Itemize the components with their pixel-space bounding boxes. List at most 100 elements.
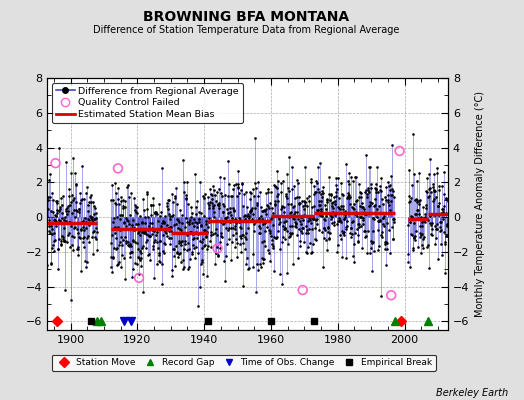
Point [331, 189, 340, 195]
Point [48, 231, 56, 237]
Point [364, 187, 372, 193]
Point [70, 207, 78, 214]
Point [319, 190, 327, 196]
Point [148, 230, 156, 237]
Point [353, 226, 361, 232]
Point [203, 243, 212, 250]
Point [385, 183, 393, 190]
Point [415, 170, 423, 176]
Point [274, 178, 282, 184]
Point [292, 220, 300, 226]
Point [307, 220, 315, 227]
Point [249, 186, 257, 192]
Point [53, 200, 61, 207]
Point [326, 211, 334, 217]
Point [200, 226, 209, 233]
Point [430, 171, 438, 177]
Point [238, 232, 246, 238]
Point [294, 199, 303, 206]
Point [185, 221, 193, 227]
Point [59, 234, 67, 240]
Point [329, 208, 337, 215]
Point [212, 226, 220, 232]
Point [311, 224, 320, 231]
Point [312, 178, 320, 185]
Point [327, 191, 335, 198]
Point [205, 219, 213, 226]
Point [46, 261, 54, 268]
Point [46, 171, 54, 177]
Point [432, 194, 441, 200]
Point [80, 227, 88, 234]
Point [415, 211, 423, 217]
Point [159, 249, 168, 256]
Point [51, 160, 60, 166]
Point [309, 191, 318, 197]
Point [180, 245, 189, 252]
Point [310, 183, 318, 189]
Point [375, 243, 383, 249]
Point [235, 218, 243, 225]
Point [289, 261, 297, 268]
Point [70, 234, 79, 240]
Point [336, 232, 344, 238]
Point [198, 259, 206, 266]
Point [140, 220, 149, 226]
Point [127, 249, 136, 255]
Point [285, 214, 293, 220]
Point [422, 189, 431, 196]
Point [337, 236, 346, 242]
Point [284, 241, 292, 247]
Point [379, 215, 387, 222]
Point [426, 220, 434, 226]
Point [361, 211, 369, 217]
Point [411, 228, 420, 235]
Point [182, 194, 190, 201]
Point [56, 204, 64, 210]
Point [300, 198, 308, 204]
Point [320, 224, 328, 231]
Point [59, 236, 68, 242]
Point [187, 204, 195, 210]
Point [354, 221, 363, 227]
Point [374, 218, 383, 224]
Point [44, 196, 52, 203]
Point [296, 237, 304, 244]
Point [147, 226, 156, 233]
Point [182, 219, 191, 225]
Point [232, 236, 240, 242]
Point [68, 209, 77, 216]
Point [438, 252, 446, 258]
Point [196, 179, 204, 185]
Point [411, 196, 419, 203]
Point [68, 233, 76, 240]
Point [107, 240, 116, 246]
Point [335, 194, 344, 201]
Point [411, 232, 419, 239]
Point [311, 189, 320, 196]
Point [290, 209, 299, 215]
Point [116, 212, 124, 218]
Point [364, 185, 373, 191]
Point [264, 247, 272, 254]
Point [186, 217, 194, 224]
Point [260, 238, 268, 244]
Point [173, 250, 181, 256]
Point [271, 201, 279, 207]
Point [91, 216, 100, 222]
Point [328, 200, 336, 206]
Point [195, 216, 203, 222]
Point [137, 250, 146, 256]
Point [202, 218, 210, 224]
Point [281, 236, 289, 242]
Point [387, 198, 396, 204]
Point [182, 214, 191, 221]
Point [363, 190, 372, 197]
Point [330, 222, 339, 228]
Point [47, 260, 56, 266]
Point [143, 206, 151, 212]
Point [56, 241, 64, 247]
Point [71, 214, 80, 220]
Point [232, 230, 240, 236]
Point [212, 250, 221, 256]
